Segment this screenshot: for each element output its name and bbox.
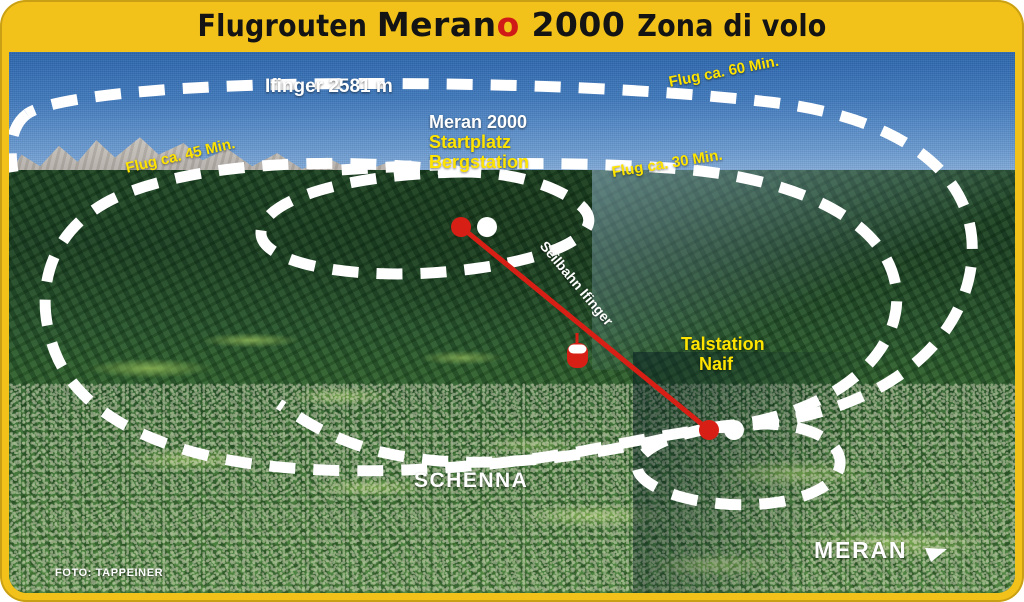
label-ifinger-peak: Ifinger 2581 m [265, 76, 393, 97]
valley-haze [592, 170, 1015, 370]
route-30-path[interactable] [338, 158, 903, 434]
route-30-path-lower[interactable] [275, 399, 711, 468]
label-talstation: Talstation [681, 334, 765, 354]
title-segment-flugrouten: Flugrouten [197, 9, 377, 44]
marker-talstation[interactable] [699, 420, 744, 440]
label-startplatz: Startplatz [429, 132, 512, 152]
marker-bergstation[interactable] [451, 217, 497, 237]
label-meran: MERAN [814, 537, 908, 563]
title-segment-zona-di-volo: Zona di volo [637, 9, 827, 44]
aerial-photo: Ifinger 2581 m Meran 2000 Startplatz Ber… [9, 52, 1015, 593]
route-60-path-left[interactable] [9, 109, 31, 173]
label-naif: Naif [699, 354, 734, 374]
title-segment-merano-o: o [496, 5, 520, 44]
photo-credit: FOTO: TAPPEINER [55, 567, 164, 579]
cable-car-line[interactable] [458, 224, 712, 433]
title-segment-merano: Meran [376, 5, 497, 44]
title-bar: Flugrouten Merano 2000 Zona di volo [0, 0, 1024, 52]
route-30-inner-lobe[interactable] [255, 166, 595, 280]
gondola-icon [567, 333, 588, 368]
meran-arrow-icon [925, 548, 947, 562]
title-segment-2000: 2000 [519, 5, 638, 44]
label-bergstation: Bergstation [429, 152, 530, 172]
route-landing-lobe[interactable] [631, 418, 846, 511]
label-schenna: SCHENNA [414, 469, 529, 492]
route-overlay [9, 78, 978, 562]
route-45-path[interactable] [39, 157, 712, 477]
label-meran-2000: Meran 2000 [429, 112, 528, 132]
route-60-path[interactable] [23, 78, 978, 434]
gorge-shadow [632, 352, 1015, 593]
page-title: Flugrouten Merano 2000 Zona di volo [197, 8, 827, 44]
